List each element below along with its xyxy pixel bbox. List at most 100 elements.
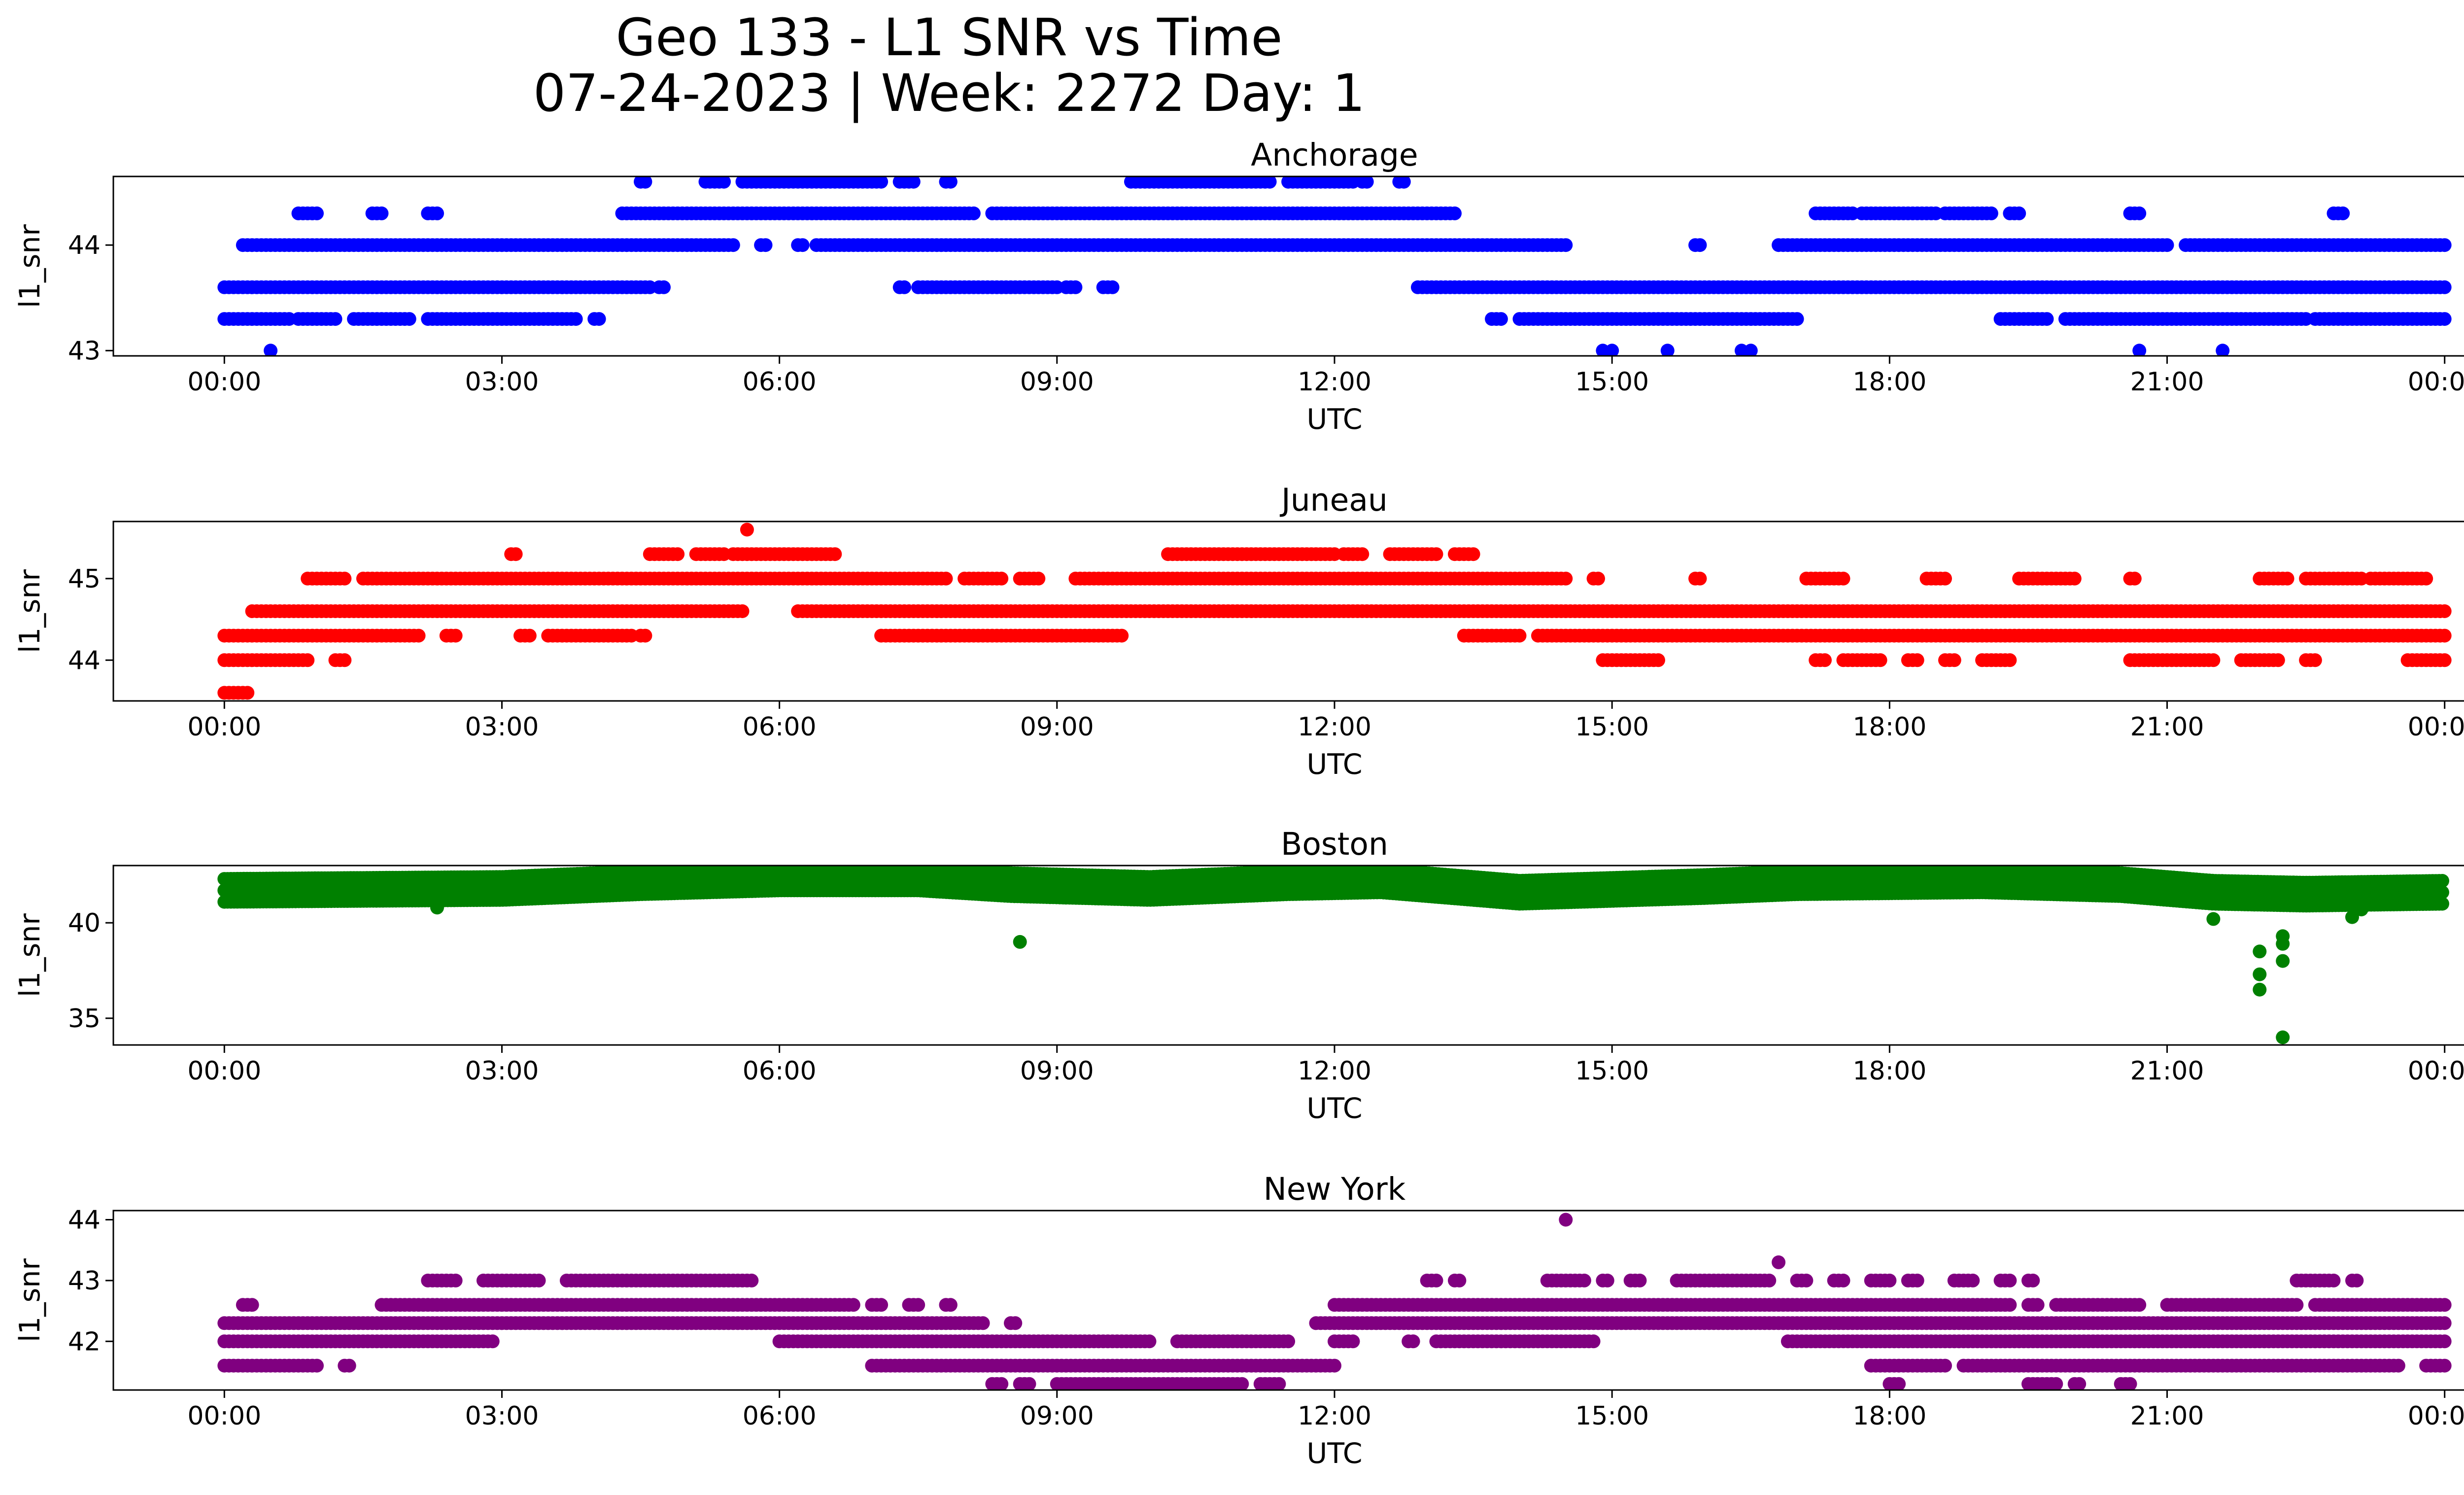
data-point-outlier <box>2276 937 2290 951</box>
data-point <box>828 547 842 561</box>
data-point <box>1397 176 1411 189</box>
data-point <box>375 206 389 220</box>
y-axis-label: l1_snr <box>14 224 46 308</box>
data-point <box>1031 571 1046 586</box>
y-tick-label: 35 <box>68 1004 101 1034</box>
x-tick-label: 12:00 <box>1298 367 1371 397</box>
data-point <box>411 628 426 643</box>
data-point <box>2336 206 2350 220</box>
data-point <box>897 280 912 294</box>
x-tick-label: 12:00 <box>1298 712 1371 742</box>
figure-title-line1: Geo 133 - L1 SNR vs Time <box>616 7 1282 68</box>
data-point-outlier <box>2354 903 2368 917</box>
data-point <box>1105 280 1120 294</box>
data-point <box>1873 653 1887 667</box>
data-point <box>310 1358 324 1373</box>
subplot-title: Juneau <box>1279 482 1388 518</box>
x-tick-label: 18:00 <box>1852 1056 1926 1086</box>
data-point <box>328 312 342 326</box>
data-point <box>2437 238 2452 252</box>
data-point <box>1494 312 1508 326</box>
x-tick-label: 00:00 <box>2408 367 2464 397</box>
figure-title-line2: 07-24-2023 | Week: 2272 Day: 1 <box>533 63 1365 123</box>
data-point <box>1559 571 1573 586</box>
data-point-outlier <box>2132 344 2147 356</box>
data-point <box>1693 571 1707 586</box>
data-point <box>1693 238 1707 252</box>
data-point <box>2160 238 2174 252</box>
data-point <box>1947 653 1961 667</box>
data-point <box>1559 238 1573 252</box>
x-tick-label: 00:00 <box>2408 1056 2464 1086</box>
data-points <box>217 1213 2452 1390</box>
y-axis-label: l1_snr <box>14 569 46 653</box>
data-point-outlier <box>740 522 754 537</box>
data-point <box>966 206 981 220</box>
data-point-outlier <box>2276 954 2290 968</box>
data-point <box>1466 547 1480 561</box>
data-point <box>2435 885 2449 900</box>
data-point <box>1272 1377 1286 1390</box>
data-point <box>874 176 889 189</box>
data-point-outlier <box>2253 944 2267 959</box>
data-point <box>2072 1377 2087 1390</box>
data-point <box>906 176 921 189</box>
data-point <box>2437 604 2452 618</box>
y-tick-label: 43 <box>68 336 101 366</box>
data-point <box>2049 1377 2063 1390</box>
data-point <box>1910 653 1924 667</box>
data-point <box>717 176 731 189</box>
data-point <box>1790 312 1804 326</box>
y-tick-label: 44 <box>68 646 101 675</box>
subplot-title: Anchorage <box>1251 137 1418 173</box>
data-point <box>638 176 652 189</box>
subplot-title: New York <box>1264 1171 1406 1207</box>
y-tick-label: 44 <box>68 231 101 260</box>
subplot-title: Boston <box>1281 826 1388 862</box>
data-point <box>943 176 958 189</box>
data-point <box>2132 206 2147 220</box>
data-point-outlier <box>2216 344 2230 356</box>
data-point <box>994 571 1009 586</box>
data-point <box>522 628 537 643</box>
x-tick-label: 09:00 <box>1020 1056 1094 1086</box>
data-point <box>2012 206 2026 220</box>
data-point <box>2437 628 2452 643</box>
x-tick-label: 21:00 <box>2130 712 2204 742</box>
data-point <box>2419 571 2433 586</box>
data-point-outlier <box>1013 935 1027 949</box>
x-tick-label: 15:00 <box>1575 367 1649 397</box>
data-point-outlier <box>430 901 444 915</box>
x-tick-label: 00:00 <box>187 1056 261 1086</box>
data-point <box>2123 1377 2137 1390</box>
data-point <box>338 653 352 667</box>
x-tick-label: 12:00 <box>1298 1056 1371 1086</box>
data-point <box>1818 653 1832 667</box>
data-point <box>310 206 324 220</box>
data-point <box>1360 176 1374 189</box>
x-tick-label: 06:00 <box>743 367 817 397</box>
data-point <box>509 547 523 561</box>
data-point <box>1512 628 1527 643</box>
x-tick-label: 15:00 <box>1575 712 1649 742</box>
data-point <box>301 653 315 667</box>
y-tick-label: 40 <box>68 908 101 938</box>
data-point-outlier <box>1744 344 1758 356</box>
data-point <box>2067 571 2082 586</box>
data-point <box>2206 653 2221 667</box>
data-point <box>569 312 583 326</box>
x-axis-label: UTC <box>1307 1092 1363 1125</box>
data-point-outlier <box>2253 982 2267 997</box>
x-tick-label: 06:00 <box>743 1056 817 1086</box>
data-point <box>1235 1377 1249 1390</box>
data-point <box>2271 653 2285 667</box>
data-point <box>2437 312 2452 326</box>
data-point <box>2003 653 2017 667</box>
data-point <box>2437 280 2452 294</box>
x-tick-label: 21:00 <box>2130 367 2204 397</box>
